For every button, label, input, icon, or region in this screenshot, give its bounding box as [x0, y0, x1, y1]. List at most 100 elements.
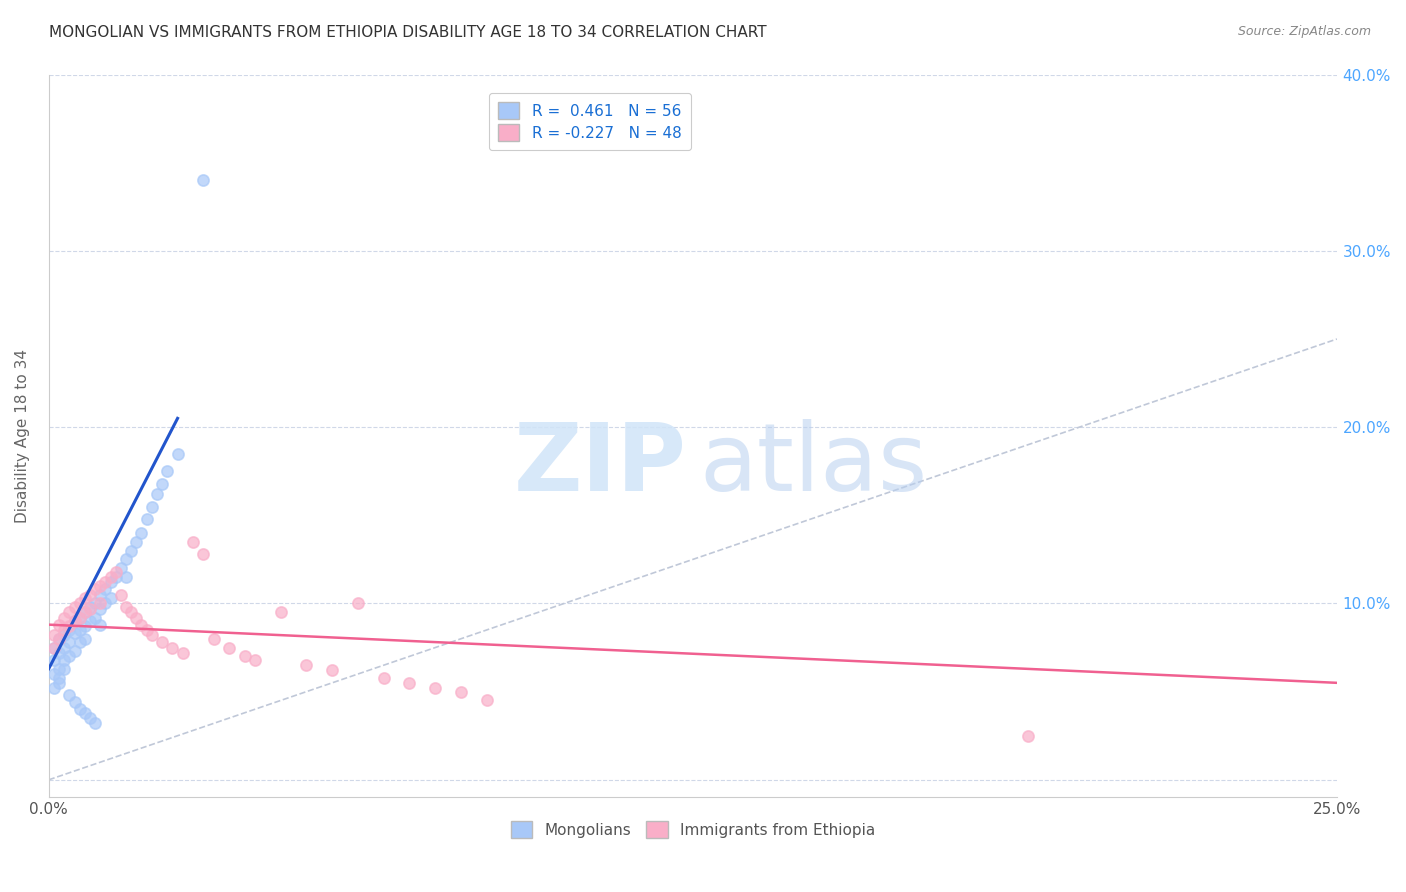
Text: MONGOLIAN VS IMMIGRANTS FROM ETHIOPIA DISABILITY AGE 18 TO 34 CORRELATION CHART: MONGOLIAN VS IMMIGRANTS FROM ETHIOPIA DI… — [49, 25, 766, 40]
Point — [150, 635, 173, 649]
Point — [120, 605, 142, 619]
Point — [42, 681, 65, 695]
Point — [63, 644, 86, 658]
Point — [89, 597, 111, 611]
Point — [79, 600, 101, 615]
Point — [48, 676, 70, 690]
Point — [475, 693, 498, 707]
Point — [110, 561, 132, 575]
Point — [69, 610, 91, 624]
Point — [156, 464, 179, 478]
Point — [53, 662, 76, 676]
Point — [53, 628, 76, 642]
Point — [321, 664, 343, 678]
Point — [79, 601, 101, 615]
Text: ZIP: ZIP — [513, 419, 686, 511]
Point — [110, 588, 132, 602]
Point — [73, 591, 96, 606]
Point — [58, 605, 80, 619]
Point — [53, 610, 76, 624]
Point — [89, 617, 111, 632]
Point — [135, 512, 157, 526]
Point — [53, 640, 76, 655]
Point — [53, 653, 76, 667]
Point — [42, 640, 65, 655]
Point — [120, 543, 142, 558]
Point — [94, 597, 117, 611]
Point — [115, 570, 138, 584]
Point — [89, 588, 111, 602]
Point — [58, 619, 80, 633]
Point — [79, 588, 101, 602]
Point — [48, 632, 70, 646]
Point — [63, 695, 86, 709]
Point — [125, 610, 148, 624]
Point — [115, 600, 138, 615]
Point — [295, 658, 318, 673]
Point — [270, 605, 292, 619]
Point — [172, 646, 194, 660]
Point — [58, 649, 80, 664]
Point — [202, 632, 225, 646]
Point — [100, 575, 122, 590]
Point — [73, 605, 96, 619]
Point — [100, 591, 122, 606]
Point — [73, 706, 96, 720]
Point — [193, 173, 215, 187]
Point — [100, 570, 122, 584]
Point — [398, 676, 420, 690]
Point — [73, 619, 96, 633]
Point — [69, 702, 91, 716]
Point — [42, 653, 65, 667]
Point — [131, 617, 153, 632]
Point — [79, 614, 101, 628]
Point — [218, 640, 240, 655]
Point — [73, 632, 96, 646]
Point — [48, 671, 70, 685]
Point — [425, 681, 447, 695]
Point — [347, 597, 370, 611]
Point — [131, 525, 153, 540]
Point — [69, 623, 91, 637]
Point — [115, 552, 138, 566]
Point — [181, 534, 204, 549]
Y-axis label: Disability Age 18 to 34: Disability Age 18 to 34 — [15, 349, 30, 523]
Point — [48, 646, 70, 660]
Point — [141, 500, 163, 514]
Point — [48, 617, 70, 632]
Text: atlas: atlas — [699, 419, 928, 511]
Point — [63, 600, 86, 615]
Point — [135, 623, 157, 637]
Point — [48, 662, 70, 676]
Point — [69, 597, 91, 611]
Point — [48, 632, 70, 646]
Point — [89, 579, 111, 593]
Point — [84, 582, 107, 597]
Point — [104, 570, 127, 584]
Text: Source: ZipAtlas.com: Source: ZipAtlas.com — [1237, 25, 1371, 38]
Point — [141, 628, 163, 642]
Legend: Mongolians, Immigrants from Ethiopia: Mongolians, Immigrants from Ethiopia — [505, 815, 882, 844]
Point — [150, 476, 173, 491]
Point — [69, 610, 91, 624]
Point — [58, 623, 80, 637]
Point — [233, 649, 256, 664]
Point — [63, 614, 86, 628]
Point — [125, 534, 148, 549]
Point — [58, 688, 80, 702]
Point — [58, 635, 80, 649]
Point — [94, 582, 117, 597]
Point — [63, 626, 86, 640]
Point — [146, 487, 169, 501]
Point — [53, 623, 76, 637]
Point — [104, 565, 127, 579]
Point — [84, 716, 107, 731]
Point — [450, 684, 472, 698]
Point — [42, 667, 65, 681]
Point — [42, 640, 65, 655]
Point — [94, 575, 117, 590]
Point — [373, 671, 395, 685]
Point — [69, 635, 91, 649]
Point — [166, 447, 188, 461]
Point — [193, 547, 215, 561]
